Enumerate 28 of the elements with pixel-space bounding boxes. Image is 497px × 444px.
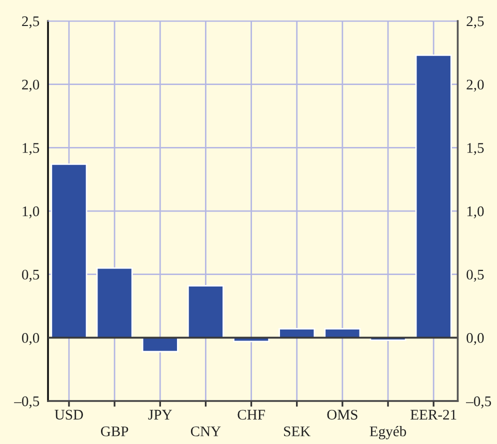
bar — [415, 54, 452, 338]
y-tick-label: 1,5 — [22, 143, 40, 155]
bar — [142, 336, 178, 352]
x-tick-label: OMS — [327, 410, 358, 420]
y2-tick-label: –0,5 — [466, 396, 492, 408]
y2-tick-label: 1,5 — [467, 143, 484, 155]
y2-tick-label: 1,0 — [467, 206, 484, 218]
x-tick-label: GBP — [100, 426, 128, 436]
bar — [50, 163, 88, 338]
x-tick-label: CNY — [190, 426, 221, 436]
y-tick-label: 0,0 — [22, 333, 40, 345]
y-tick-label: 2,0 — [22, 80, 40, 92]
y-tick-label: 1,0 — [22, 206, 40, 218]
x-tick-label: SEK — [284, 426, 310, 436]
y2-tick-label: 2,5 — [466, 16, 484, 28]
y-tick-label: –0,5 — [14, 396, 40, 408]
bar — [187, 285, 224, 338]
x-tick-label: USD — [54, 410, 83, 420]
x-tick-label: EER-21 — [410, 410, 456, 420]
y-tick-label: 2,5 — [22, 16, 40, 28]
x-tick-label: CHF — [238, 410, 265, 420]
bar — [96, 267, 133, 338]
y2-tick-label: 2,0 — [466, 80, 484, 92]
x-tick-label: JPY — [148, 410, 172, 420]
y-tick-label: 0,5 — [22, 270, 40, 282]
y2-tick-label: 0,0 — [466, 333, 484, 345]
x-tick-label: Egyéb — [370, 426, 406, 440]
y2-tick-label: 0,5 — [466, 270, 484, 282]
